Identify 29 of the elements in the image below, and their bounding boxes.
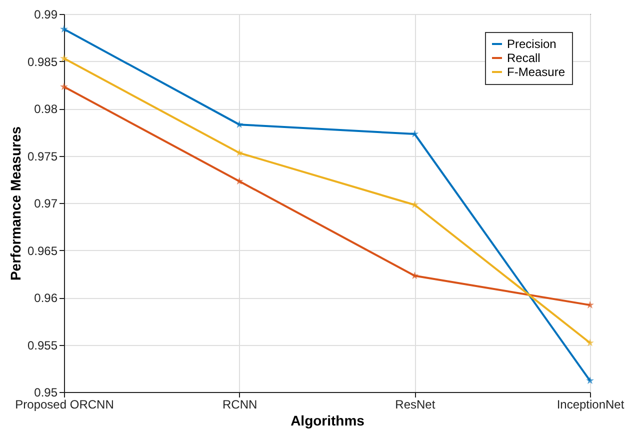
y-tick-label: 0.95 (34, 386, 58, 400)
y-tick-label: 0.955 (27, 338, 58, 352)
point (60, 24, 68, 33)
point (586, 338, 594, 346)
point (60, 82, 68, 90)
point (235, 177, 244, 185)
x-tick-label: RCNN (222, 398, 258, 412)
y-tick-label: 0.975 (27, 149, 58, 164)
y-tick-label: 0.98 (34, 102, 58, 116)
y-tick-label: 0.96 (34, 291, 58, 305)
legend-label: F-Measure (507, 65, 566, 79)
y-tick-label: 0.985 (27, 54, 58, 69)
legend-label: Recall (507, 51, 540, 65)
point (586, 376, 594, 384)
legend-label: Precision (507, 37, 556, 51)
y-tick-label: 0.965 (27, 244, 58, 258)
x-axis-title: Algorithms (290, 412, 365, 428)
point (586, 300, 594, 308)
y-axis-title: Performance Measures (7, 126, 24, 281)
x-tick-label: Proposed ORCNN (15, 398, 114, 412)
x-tick-label: ResNet (395, 398, 436, 412)
point (235, 120, 244, 128)
point (410, 130, 419, 138)
y-tick-label: 0.97 (34, 196, 58, 210)
x-tick-label: InceptionNet (556, 398, 625, 412)
point (235, 148, 244, 156)
point (60, 54, 68, 62)
y-tick-label: 0.99 (34, 8, 58, 22)
point (410, 272, 419, 280)
